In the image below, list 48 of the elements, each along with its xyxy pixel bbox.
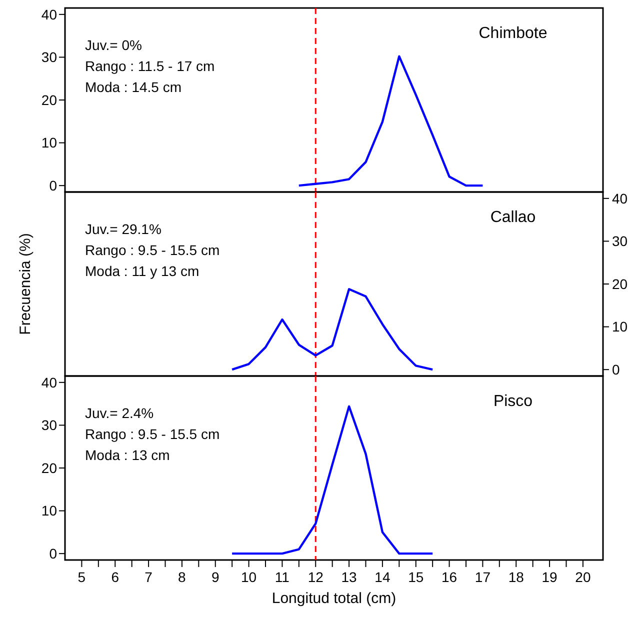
y2-tick-label: 20	[612, 276, 628, 292]
x-tick-label: 8	[178, 569, 186, 585]
text: Callao	[490, 209, 536, 226]
y-tick-label: 40	[41, 6, 58, 22]
x-tick-label: 17	[474, 569, 491, 585]
y-axis-title: Frecuencia (%)	[17, 233, 34, 335]
y-tick-label: 10	[41, 502, 58, 519]
x-axis-title: Longitud total (cm)	[272, 590, 396, 607]
annotation: Juv.= 2.4%	[85, 405, 154, 421]
annotation: Juv.= 29.1%	[85, 221, 162, 237]
y2-tick-label: 40	[612, 190, 628, 206]
annotation: Juv.= 0%	[85, 37, 142, 53]
y2-tick-label: 10	[612, 318, 628, 335]
x-tick-label: 16	[441, 569, 458, 585]
x-tick-label: 14	[374, 569, 390, 585]
annotation: Rango : 9.5 - 15.5 cm	[85, 426, 220, 442]
y-tick-label: 30	[41, 417, 58, 434]
annotation: Moda : 11 y 13 cm	[85, 263, 200, 279]
y2-tick-label: 30	[612, 233, 628, 250]
line-series	[230, 288, 434, 371]
x-tick-label: 15	[408, 569, 424, 585]
x-tick-label: 18	[508, 569, 524, 585]
line-series	[298, 55, 484, 187]
text: Chimbote	[478, 25, 548, 42]
x-tick-label: 19	[542, 569, 558, 585]
y2-tick-label: 0	[612, 361, 620, 378]
y-tick-label: 20	[41, 92, 58, 108]
x-tick-label: 12	[308, 569, 324, 585]
x-tick-label: 9	[211, 569, 220, 585]
x-tick-label: 11	[274, 569, 290, 585]
y-tick-label: 0	[49, 545, 58, 562]
annotation: Moda : 14.5 cm	[85, 79, 182, 95]
text: Pisco	[493, 393, 533, 410]
annotation: Moda : 13 cm	[85, 447, 170, 463]
annotation: Rango : 11.5 - 17 cm	[85, 58, 215, 74]
x-tick-label: 10	[241, 569, 257, 585]
y-tick-label: 30	[41, 49, 58, 66]
x-tick-label: 20	[575, 569, 591, 585]
y-tick-label: 40	[41, 374, 58, 390]
x-tick-label: 13	[341, 569, 358, 585]
y-tick-label: 0	[49, 177, 58, 194]
y-tick-label: 20	[41, 460, 58, 476]
x-tick-label: 6	[111, 569, 120, 585]
x-tick-label: 5	[78, 569, 86, 585]
annotation: Rango : 9.5 - 15.5 cm	[85, 242, 220, 258]
y-tick-label: 10	[41, 134, 58, 151]
x-tick-label: 7	[144, 569, 153, 585]
line-series	[230, 405, 434, 555]
